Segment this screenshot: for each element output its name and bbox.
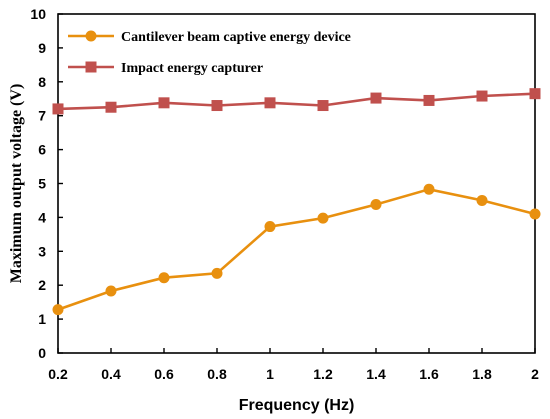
x-axis-title: Frequency (Hz) (239, 397, 355, 414)
x-tick-label: 1.8 (472, 366, 492, 382)
y-tick-label: 10 (30, 6, 46, 22)
x-tick-label: 1 (266, 366, 274, 382)
series-1 (52, 183, 541, 316)
x-tick-label: 1.4 (366, 366, 386, 382)
series-2 (52, 88, 541, 115)
legend: Cantilever beam captive energy device Imp… (68, 30, 351, 76)
data-point (423, 183, 435, 195)
data-point (370, 199, 382, 211)
y-tick-label: 4 (38, 209, 46, 225)
y-tick-label: 6 (38, 142, 46, 158)
x-axis: 0.2 0.4 0.6 0.8 1 1.2 1.4 1.6 1.8 2 (48, 348, 539, 382)
data-point (370, 92, 382, 104)
data-point (105, 285, 117, 297)
y-tick-label: 1 (38, 311, 46, 327)
x-tick-label: 2 (531, 366, 539, 382)
legend-label: Cantilever beam captive energy device (121, 30, 351, 45)
y-tick-label: 7 (38, 108, 46, 124)
data-point (264, 97, 276, 109)
data-point (158, 97, 170, 109)
legend-marker (85, 30, 97, 42)
data-point (211, 100, 223, 112)
x-tick-label: 0.8 (207, 366, 227, 382)
data-point (529, 208, 541, 220)
legend-item: Cantilever beam captive energy device (68, 30, 351, 45)
x-tick-label: 1.6 (419, 366, 439, 382)
y-tick-label: 9 (38, 40, 46, 56)
y-tick-label: 0 (38, 345, 46, 361)
data-point (529, 88, 541, 100)
legend-label: Impact energy capturer (121, 61, 263, 76)
y-tick-label: 5 (38, 176, 46, 192)
data-point (264, 221, 276, 233)
data-point (317, 212, 329, 224)
series-line (57, 187, 536, 311)
data-point (211, 267, 223, 279)
x-tick-label: 0.4 (101, 366, 121, 382)
data-point (52, 304, 64, 316)
data-point (105, 101, 117, 113)
y-tick-label: 3 (38, 243, 46, 259)
legend-item: Impact energy capturer (68, 61, 263, 76)
x-tick-label: 0.2 (48, 366, 68, 382)
x-tick-label: 1.2 (313, 366, 333, 382)
series-line (57, 92, 536, 111)
series-layer (52, 88, 541, 316)
data-point (423, 94, 435, 106)
data-point (476, 194, 488, 206)
x-tick-label: 0.6 (154, 366, 174, 382)
data-point (52, 103, 64, 115)
data-point (158, 272, 170, 284)
data-point (476, 90, 488, 102)
y-axis: 0 1 2 3 4 5 6 7 8 9 10 (30, 6, 63, 361)
y-tick-label: 8 (38, 74, 46, 90)
y-axis-title: Maximum output voltage (V) (8, 84, 25, 284)
legend-marker (85, 61, 97, 73)
y-tick-label: 2 (38, 277, 46, 293)
data-point (317, 100, 329, 112)
